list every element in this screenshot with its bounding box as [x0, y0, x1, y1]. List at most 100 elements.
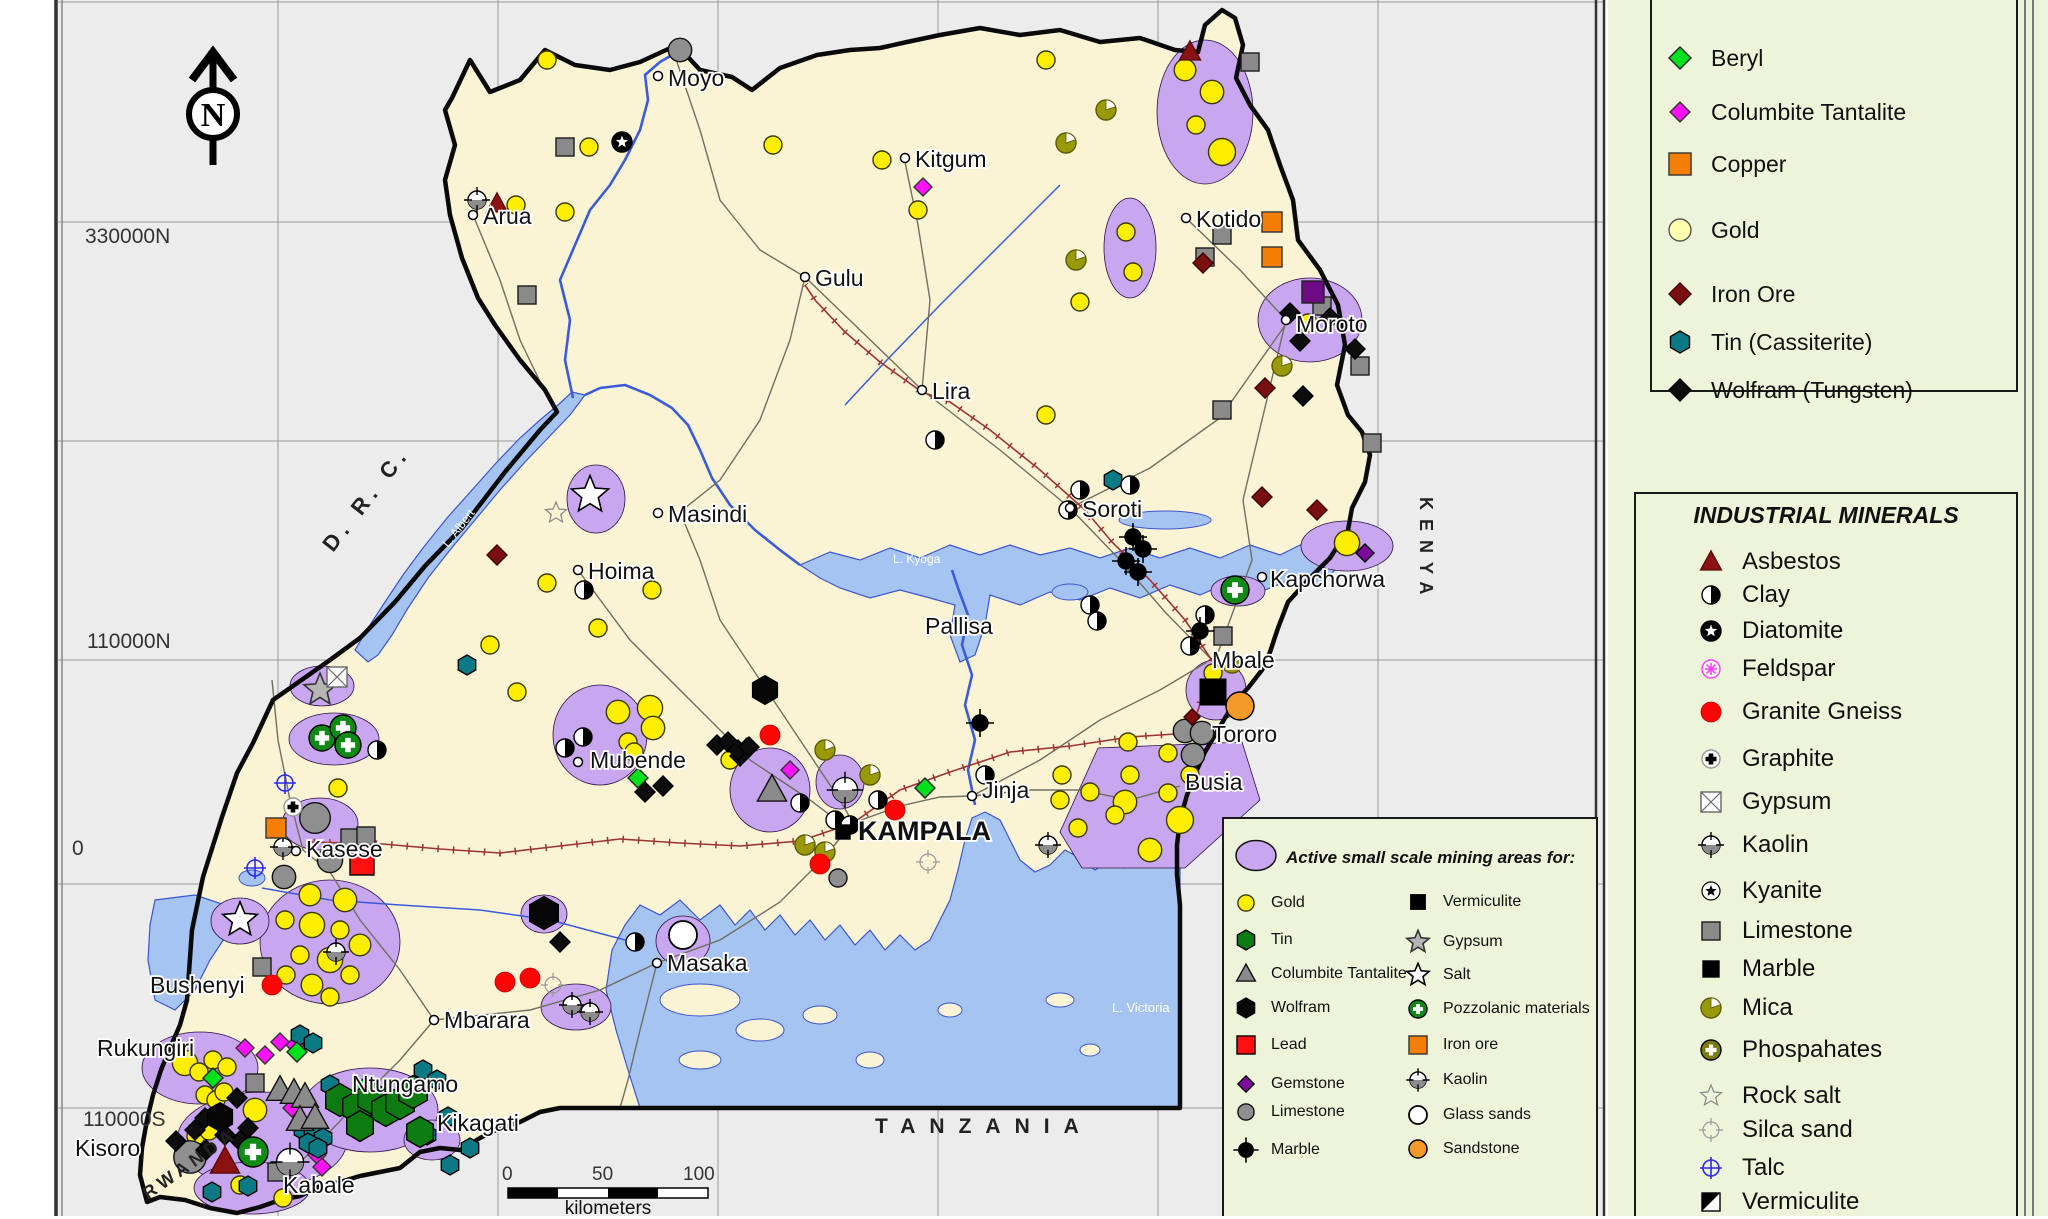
marker-gold [555, 202, 575, 222]
town-label-Moyo: Moyo [668, 65, 724, 91]
marker-kaolin [826, 771, 864, 809]
country-label: TANZANIA [875, 1115, 1093, 1138]
marker-gray_tri [290, 1081, 320, 1109]
marker-gold [330, 920, 350, 940]
marker-limestone_c [828, 868, 848, 888]
gold_pale-icon [1668, 218, 1692, 242]
marker-gypsum_sq [326, 666, 348, 688]
gemstone_d-icon [1236, 1074, 1256, 1094]
marker-gold [348, 933, 372, 957]
legend-item-label: Marble [1742, 955, 1816, 982]
town-marker-KAMPALA [835, 824, 851, 840]
legend-item-talc: Talc [1694, 1151, 1785, 1185]
kaolin-icon [1406, 1068, 1430, 1092]
marble_x-icon [1233, 1137, 1259, 1163]
marker-clay [574, 580, 594, 600]
marker-iron_d [486, 544, 508, 566]
legend-item-salt: Salt [1403, 960, 1471, 990]
marker-gold [189, 1062, 209, 1082]
town-marker-Lira [916, 384, 928, 396]
marker-limestone_sq [245, 1073, 265, 1093]
legend-metallic-minerals: Beryl Columbite Tantalite Copper Gold Iron O… [1650, 0, 2018, 403]
svg-text:kilometers: kilometers [565, 1198, 652, 1216]
gyp_star-icon [1404, 928, 1432, 954]
sands-icon [1408, 1139, 1428, 1159]
svg-text:50: 50 [592, 1164, 613, 1185]
marker-green_hex [406, 1115, 434, 1149]
legend-item-label: Tin (Cassiterite) [1711, 328, 1873, 355]
marker-clay [1080, 595, 1100, 615]
marker-coltan_d [255, 1045, 275, 1065]
marker-coltan_d [270, 1032, 290, 1052]
rock_star-icon [1698, 1083, 1724, 1107]
marker-wolf_d [549, 931, 571, 953]
marker-gold [1333, 529, 1361, 557]
town-label-Mbarara: Mbarara [444, 1007, 530, 1033]
marker-silica [541, 973, 565, 997]
legend-mining-title: Active small scale mining areas for: [1286, 848, 1576, 867]
marker-tin_hex [303, 1032, 323, 1054]
marker-granite [519, 967, 541, 989]
marker-granite [494, 971, 516, 993]
legend-item-label: Glass sands [1443, 1106, 1532, 1123]
marker-wolf_d [165, 1130, 187, 1152]
legend-item-wolfram-tungsten-: Wolfram (Tungsten) [1663, 373, 1913, 407]
marble_sq-icon [1702, 960, 1720, 978]
town-label-Kasese: Kasese [306, 836, 383, 862]
marker-orange_sq [1261, 211, 1283, 233]
legend-item-tin-cassiterite-: Tin (Cassiterite) [1663, 325, 1872, 359]
marker-gold [328, 778, 348, 798]
marker-gray_tri [756, 773, 788, 802]
country-label: KENYA [1416, 497, 1436, 603]
marker-wolf_d [195, 1139, 217, 1161]
marker-limestone_c [1189, 720, 1215, 746]
kyanite-icon [1701, 881, 1721, 901]
marker-gold [1120, 765, 1140, 785]
legend-item-label: Gypsum [1742, 788, 1832, 815]
marker-limestone_c [1180, 742, 1206, 768]
marker-wolf_d [1292, 385, 1314, 407]
marker-coltan_d [780, 760, 800, 780]
grid-coordinate-label: 110000N [87, 630, 171, 653]
legend-item-label: Sandstone [1443, 1140, 1520, 1157]
marker-beryl_d [627, 767, 649, 789]
orange_sq-icon [1408, 1035, 1428, 1055]
marker-granite [261, 974, 283, 996]
legend-item-lead: Lead [1231, 1030, 1307, 1060]
legend-item-label: Salt [1443, 966, 1471, 983]
gray_tri-icon [1235, 962, 1257, 982]
town-label-Kisoro: Kisoro [75, 1135, 140, 1161]
town-marker-Mbarara [428, 1014, 440, 1026]
legend-item-label: Graphite [1742, 745, 1835, 772]
marker-gold [908, 200, 928, 220]
marker-gold [1165, 805, 1195, 835]
marker-gold [1137, 837, 1163, 863]
town-label-Moroto: Moroto [1296, 311, 1368, 337]
town-label-Kikagati: Kikagati [437, 1110, 519, 1136]
legend-item-label: Columbite Tantalite [1271, 965, 1407, 982]
marker-clay [573, 727, 593, 747]
map-decorations-layer: N 0 50 100 kilometers [186, 45, 715, 1216]
talc-icon [1700, 1157, 1722, 1179]
legend-item-label: Limestone [1742, 917, 1853, 944]
marker-asb_tri [485, 191, 509, 213]
marker-clay [1087, 611, 1107, 631]
town-label-Bushenyi: Bushenyi [150, 972, 245, 998]
phos-icon [1700, 1039, 1722, 1061]
legend-item-vermiculite: Vermiculite [1403, 887, 1521, 917]
legend-item-label: Gold [1271, 894, 1305, 911]
marker-gold [588, 618, 608, 638]
town-label-Tororo: Tororo [1212, 721, 1277, 747]
marker-beryl_d [286, 1041, 308, 1063]
limestone_c-icon [1237, 1103, 1255, 1121]
marker-purple_sq [1301, 280, 1325, 304]
legend-item-silca-sand: Silca sand [1694, 1113, 1853, 1147]
town-label-KAMPALA: KAMPALA [858, 816, 991, 846]
town-marker-Moroto [1280, 314, 1292, 326]
marker-gold [298, 911, 326, 939]
town-label-Masindi: Masindi [668, 501, 747, 527]
marker-gold [507, 682, 527, 702]
town-label-Kapchorwa: Kapchorwa [1270, 566, 1385, 592]
grid-coordinate-label: 0 [72, 837, 84, 860]
legend-item-columbite-tantalite: Columbite Tantalite [1663, 95, 1906, 129]
